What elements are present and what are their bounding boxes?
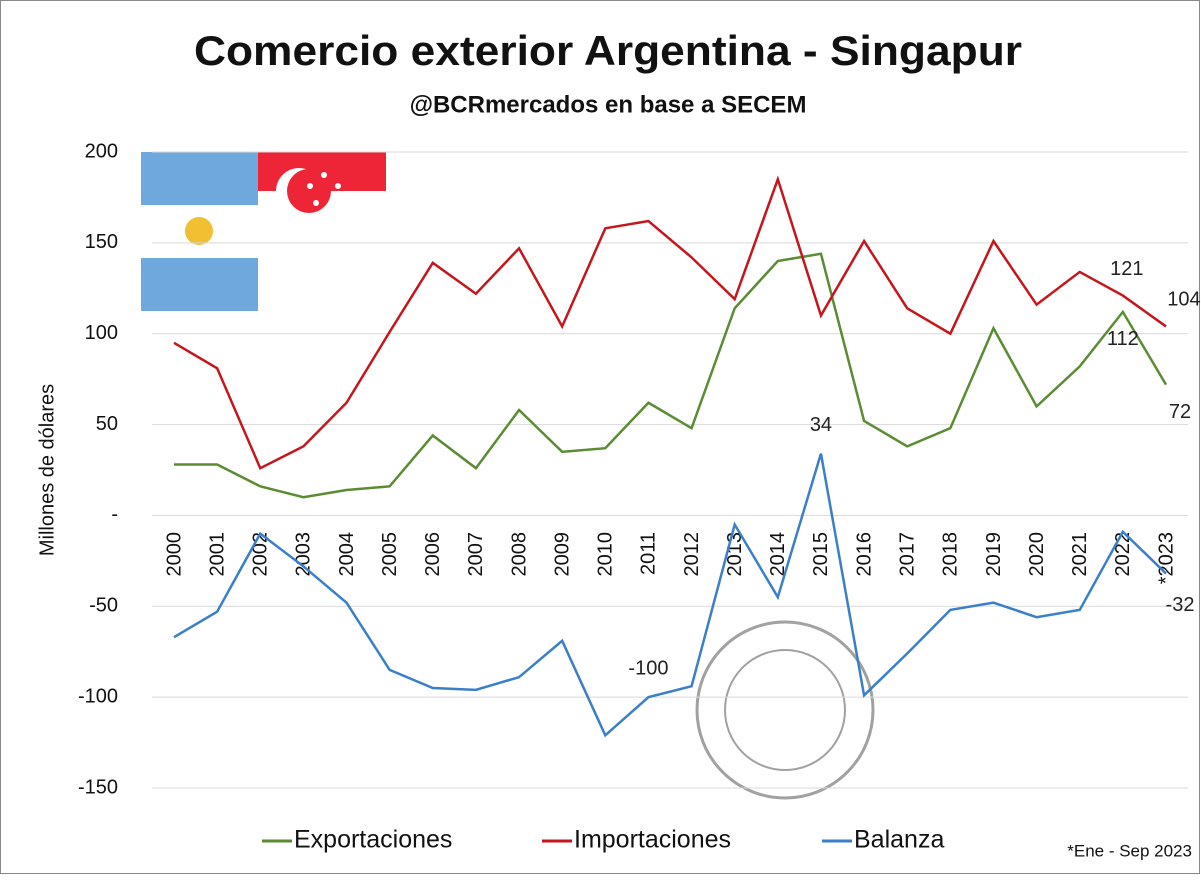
- x-tick-label: 2000: [163, 532, 185, 577]
- y-tick-label: -: [111, 504, 118, 526]
- singapore-flag: [258, 152, 386, 231]
- series-line: [174, 252, 1168, 499]
- legend-label: Balanza: [854, 826, 944, 854]
- x-tick-label: 2019: [983, 532, 1005, 577]
- y-tick-label: -50: [89, 595, 118, 617]
- y-tick-label: 150: [85, 231, 118, 253]
- y-axis-label: Millones de dólares: [36, 384, 58, 556]
- chart-title: Comercio exterior Argentina - Singapur: [194, 27, 1022, 74]
- footnote: *Ene - Sep 2023: [1067, 841, 1192, 860]
- series-line: [173, 453, 1167, 738]
- x-tick-label: 2016: [853, 532, 875, 577]
- y-tick-label: 50: [96, 413, 118, 435]
- y-tick-label: 200: [85, 140, 118, 162]
- x-tick-label: 2010: [595, 532, 617, 577]
- data-label: -100: [628, 657, 668, 679]
- x-tick-label: 2015: [810, 532, 832, 577]
- x-tick-label: 2018: [940, 532, 962, 577]
- data-label: 72: [1169, 401, 1191, 423]
- x-tick-label: 2007: [465, 532, 487, 577]
- data-label: -32: [1166, 594, 1195, 616]
- x-tick-label: 2011: [638, 532, 660, 575]
- legend-label: Importaciones: [574, 826, 731, 854]
- chart-subtitle: @BCRmercados en base a SECEM: [410, 91, 807, 118]
- x-tick-label: 2001: [206, 532, 228, 577]
- x-tick-label: 2003: [293, 532, 315, 577]
- argentina-flag: [141, 152, 258, 311]
- x-tick-label: 2021: [1069, 532, 1091, 577]
- x-tick-label: *2023: [1155, 532, 1177, 584]
- seal: [695, 620, 875, 800]
- x-tick-label: 2012: [681, 532, 703, 577]
- data-label: 104: [1167, 289, 1200, 311]
- x-tick-label: 2008: [508, 532, 530, 577]
- legend-label: Exportaciones: [294, 826, 452, 854]
- data-label: 121: [1110, 258, 1143, 280]
- x-tick-label: 2009: [551, 532, 573, 577]
- x-tick-label: 2005: [379, 532, 401, 577]
- data-label: 112: [1107, 328, 1139, 350]
- data-label: 34: [810, 414, 832, 436]
- series-line: [173, 175, 1167, 470]
- y-tick-label: -150: [78, 776, 118, 798]
- x-tick-label: 2004: [336, 532, 358, 577]
- x-tick-label: 2006: [422, 532, 444, 577]
- y-tick-label: -100: [78, 685, 118, 707]
- y-tick-label: 100: [85, 322, 118, 344]
- x-tick-label: 2020: [1026, 532, 1048, 577]
- x-tick-label: 2017: [896, 532, 918, 577]
- x-tick-label: 2014: [767, 532, 789, 577]
